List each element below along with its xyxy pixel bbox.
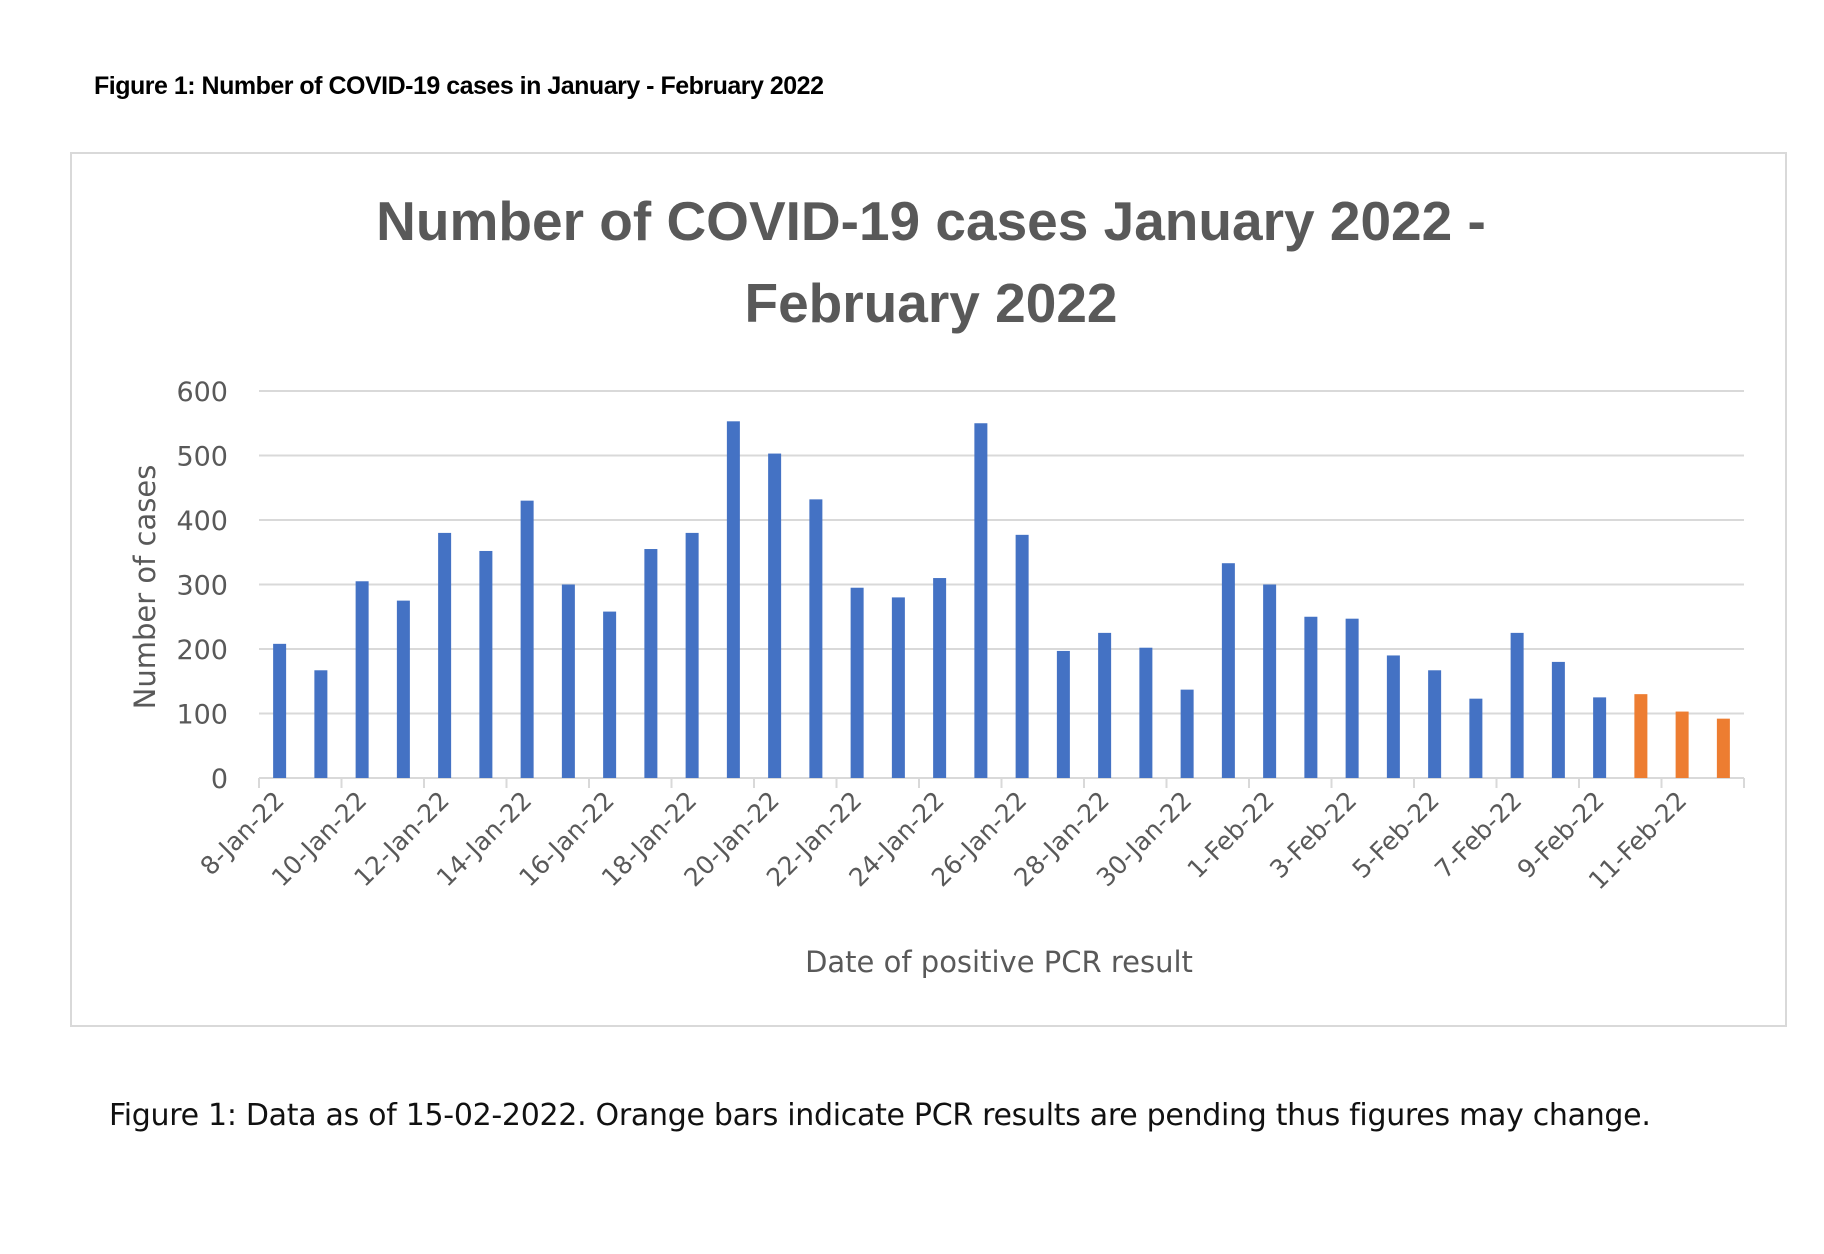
y-tick-label: 200: [176, 635, 228, 666]
bar: [644, 549, 658, 778]
bar: [314, 670, 328, 778]
bar-chart: Number of COVID-19 cases January 2022 - …: [128, 190, 1745, 979]
bar: [273, 643, 287, 778]
y-tick-label: 100: [176, 700, 228, 731]
bar: [396, 600, 410, 778]
bar: [1345, 618, 1359, 778]
bar: [355, 581, 369, 778]
bar: [850, 587, 864, 778]
bar: [891, 597, 905, 778]
bar: [768, 453, 782, 778]
bar: [1469, 698, 1483, 778]
bar: [479, 550, 493, 778]
bar: [1593, 697, 1607, 778]
y-tick-label: 600: [176, 377, 228, 408]
bar-pending: [1675, 711, 1689, 778]
bar: [1263, 584, 1277, 778]
bar: [726, 421, 740, 778]
chart-title-line-2: February 2022: [745, 272, 1118, 334]
y-axis-label: Number of cases: [128, 465, 162, 710]
bar: [603, 611, 617, 778]
bar-pending: [1634, 694, 1648, 778]
bar: [974, 423, 988, 778]
bar: [438, 532, 452, 778]
bar: [1386, 655, 1400, 778]
bar: [1510, 632, 1524, 778]
y-tick-label: 400: [176, 506, 228, 537]
bar: [1304, 616, 1318, 778]
bar: [1428, 670, 1442, 778]
bar: [933, 578, 947, 778]
bar: [685, 532, 699, 778]
x-tick-label: 5-Feb-22: [1347, 786, 1445, 884]
y-tick-label: 0: [211, 764, 228, 795]
y-tick-label: 500: [176, 442, 228, 473]
bar: [1056, 650, 1070, 778]
bar: [809, 499, 823, 778]
chart-container: Number of COVID-19 cases January 2022 - …: [70, 152, 1787, 1027]
bar: [1221, 563, 1235, 778]
bar: [1180, 689, 1194, 778]
figure-heading: Figure 1: Number of COVID-19 cases in Ja…: [94, 72, 824, 100]
bar-pending: [1716, 718, 1730, 778]
x-tick-label: 3-Feb-22: [1264, 786, 1362, 884]
chart-title-line-1: Number of COVID-19 cases January 2022 -: [376, 190, 1486, 252]
bar: [561, 584, 575, 778]
bar: [1551, 661, 1565, 778]
x-tick-label: 1-Feb-22: [1182, 786, 1280, 884]
x-tick-label: 7-Feb-22: [1429, 786, 1527, 884]
bar: [1139, 647, 1153, 778]
bar: [520, 500, 534, 778]
y-tick-label: 300: [176, 571, 228, 602]
bar: [1015, 534, 1029, 778]
bar: [1098, 632, 1112, 778]
x-axis-label: Date of positive PCR result: [805, 945, 1193, 979]
figure-caption: Figure 1: Data as of 15-02-2022. Orange …: [109, 1098, 1651, 1133]
